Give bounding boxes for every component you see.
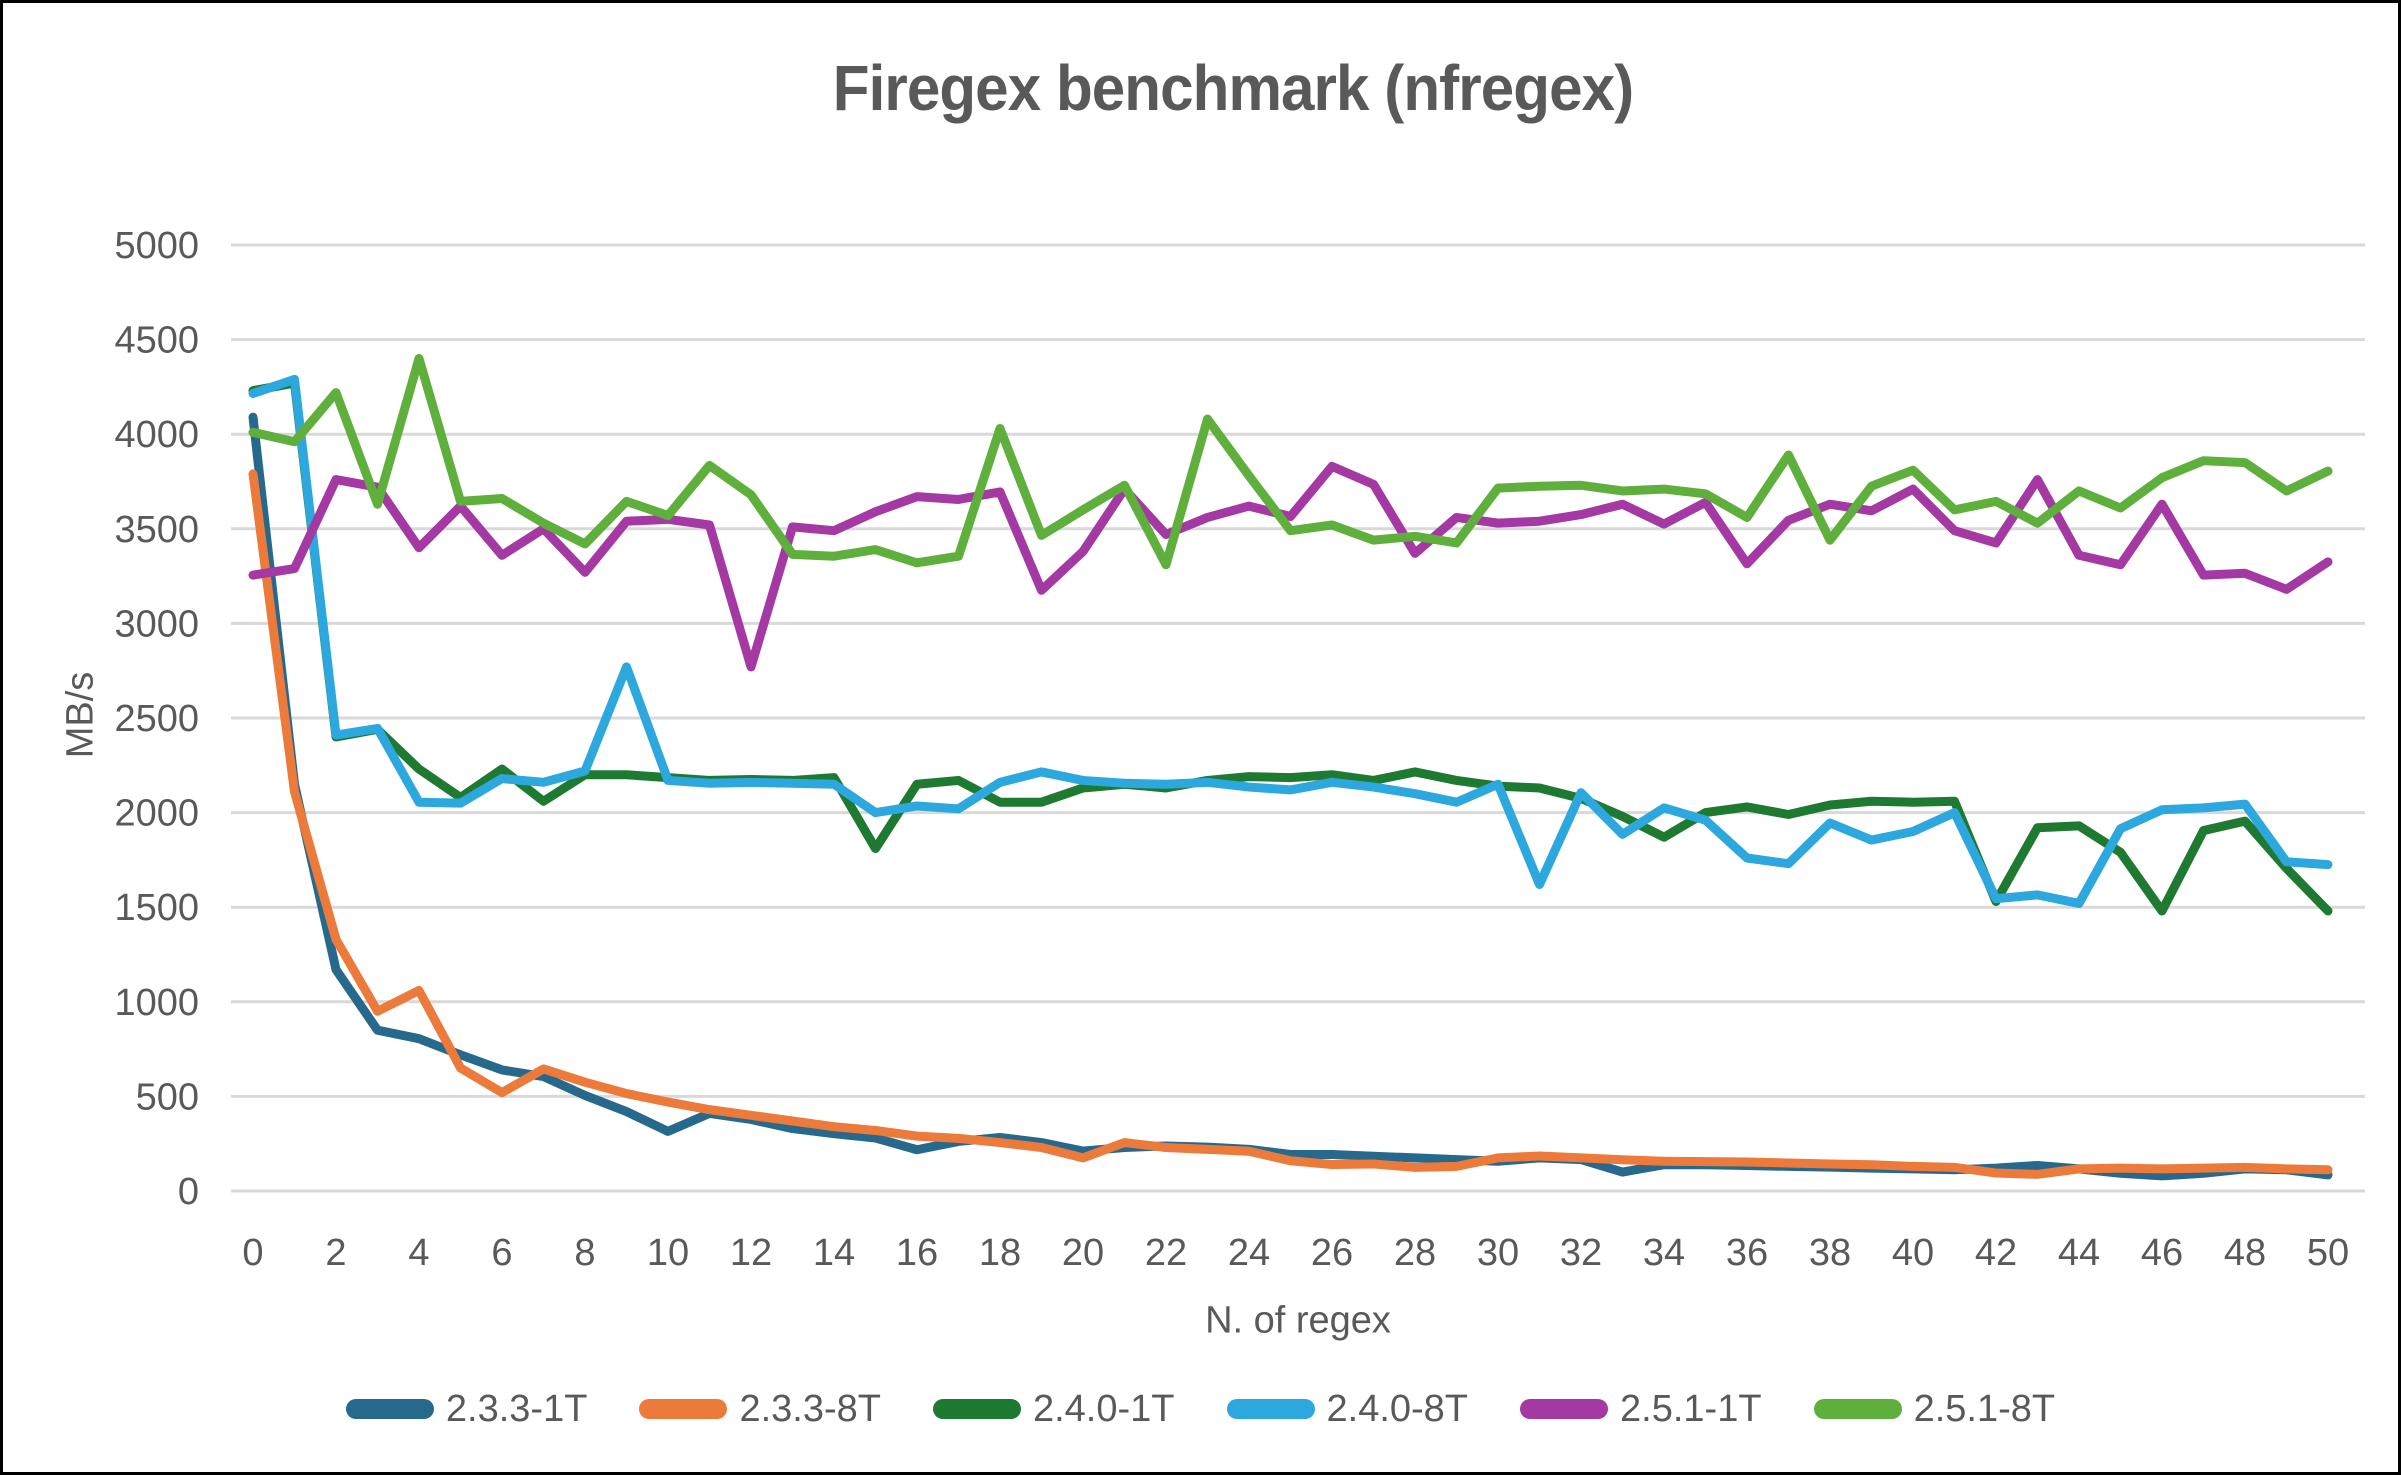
legend-label: 2.4.0-1T	[1032, 1387, 1175, 1430]
y-tick-label: 3000	[114, 603, 199, 645]
legend-label: 2.3.3-8T	[739, 1387, 881, 1430]
x-tick-label: 10	[647, 1232, 689, 1274]
y-tick-label: 5000	[114, 225, 199, 267]
y-tick-label: 0	[178, 1171, 199, 1213]
x-tick-label: 6	[491, 1232, 512, 1274]
x-tick-label: 46	[2141, 1232, 2183, 1274]
y-tick-label: 1500	[114, 887, 199, 929]
x-tick-label: 42	[1975, 1232, 2017, 1274]
x-tick-label: 4	[408, 1232, 429, 1274]
x-tick-label: 28	[1394, 1232, 1436, 1274]
legend-item-2.4.0-1T: 2.4.0-1T	[932, 1387, 1175, 1431]
legend-item-2.5.1-8T: 2.5.1-8T	[1813, 1387, 2056, 1431]
legend-label: 2.3.3-1T	[445, 1387, 588, 1430]
x-tick-label: 36	[1726, 1232, 1768, 1274]
series-line-2.3.3-8T	[248, 469, 2333, 1179]
y-tick-label: 3500	[114, 509, 199, 551]
x-tick-label: 18	[979, 1232, 1021, 1274]
y-tick-label: 4500	[114, 320, 199, 362]
x-tick-label: 44	[2058, 1232, 2100, 1274]
x-tick-label: 0	[242, 1232, 263, 1274]
chart-title: Firegex benchmark (nfregex)	[832, 52, 1634, 124]
line-chart-plot: 0500100015002000250030003500400045005000…	[114, 225, 2365, 1274]
x-tick-label: 22	[1145, 1232, 1187, 1274]
x-tick-label: 34	[1643, 1232, 1685, 1274]
x-tick-label: 8	[574, 1232, 595, 1274]
legend-label: 2.5.1-8T	[1913, 1387, 2056, 1430]
y-tick-label: 4000	[114, 414, 199, 456]
legend-label: 2.5.1-1T	[1620, 1387, 1762, 1430]
x-tick-label: 26	[1311, 1232, 1353, 1274]
legend-label: 2.4.0-8T	[1326, 1387, 1469, 1430]
x-tick-label: 24	[1228, 1232, 1270, 1274]
y-axis-title: MB/s	[59, 671, 102, 759]
x-tick-label: 30	[1477, 1232, 1519, 1274]
x-tick-label: 12	[730, 1232, 772, 1274]
x-tick-label: 20	[1062, 1232, 1104, 1274]
x-tick-label: 32	[1560, 1232, 1602, 1274]
series-line-2.4.0-8T	[248, 374, 2333, 908]
legend-item-2.3.3-8T: 2.3.3-8T	[639, 1388, 881, 1431]
y-tick-label: 1000	[114, 982, 199, 1024]
x-tick-label: 14	[813, 1232, 855, 1274]
legend-swatch-icon	[932, 1399, 1021, 1419]
legend-item-2.3.3-1T: 2.3.3-1T	[345, 1387, 588, 1431]
legend-swatch-icon	[345, 1399, 434, 1419]
legend-swatch-icon	[1813, 1399, 1902, 1419]
x-tick-label: 16	[896, 1232, 938, 1274]
y-tick-label: 2000	[114, 793, 199, 835]
series-line-2.4.0-1T	[248, 378, 2333, 916]
legend-swatch-icon	[1520, 1399, 1609, 1419]
legend-item-2.4.0-8T: 2.4.0-8T	[1226, 1387, 1469, 1431]
series-line-2.5.1-1T	[248, 461, 2333, 672]
legend-swatch-icon	[1226, 1399, 1315, 1419]
y-tick-label: 500	[136, 1076, 199, 1118]
legend-swatch-icon	[639, 1399, 728, 1419]
x-tick-label: 50	[2307, 1232, 2349, 1274]
legend-item-2.5.1-1T: 2.5.1-1T	[1520, 1388, 1762, 1431]
x-axis-title: N. of regex	[1205, 1299, 1391, 1342]
x-tick-label: 40	[1892, 1232, 1934, 1274]
legend: 2.3.3-1T 2.3.3-8T 2.4.0-1T 2.4.0-8T 2.5.1-1T…	[3, 1387, 2398, 1431]
x-tick-label: 48	[2224, 1232, 2266, 1274]
x-tick-label: 38	[1809, 1232, 1851, 1274]
series-line-2.5.1-8T	[248, 354, 2333, 570]
x-tick-label: 2	[325, 1232, 346, 1274]
y-tick-label: 2500	[114, 698, 199, 740]
